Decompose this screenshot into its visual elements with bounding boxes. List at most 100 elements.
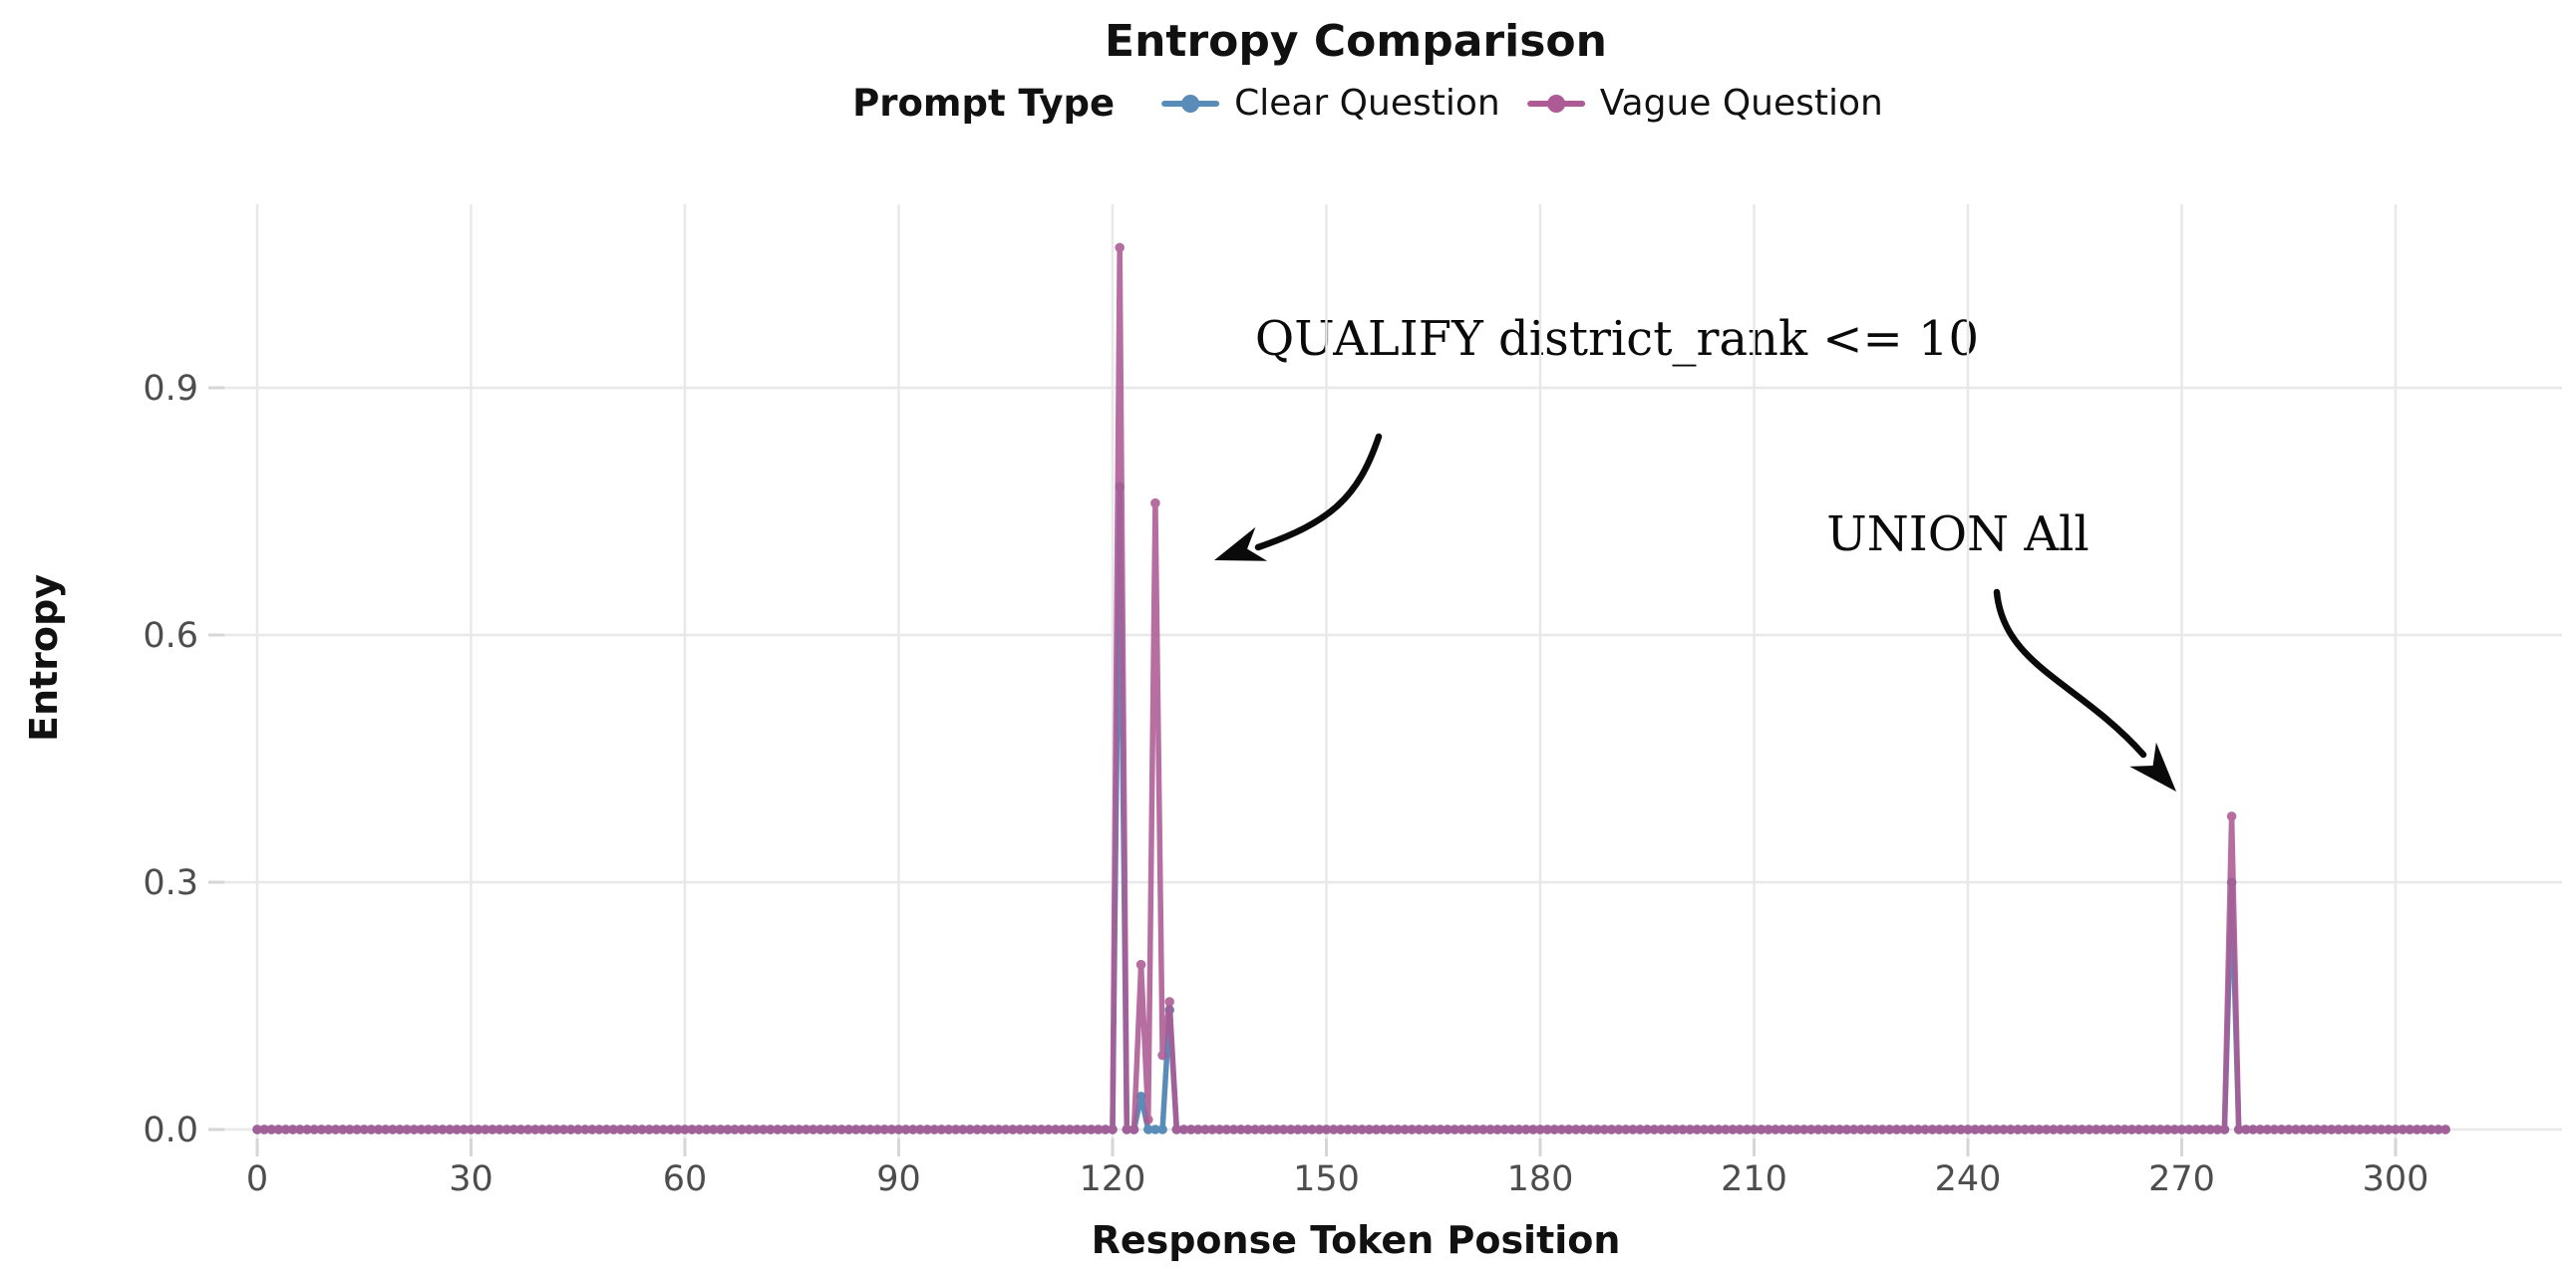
data-point	[295, 1124, 305, 1134]
data-point	[1164, 997, 1174, 1007]
data-point	[501, 1124, 512, 1134]
data-point	[252, 1124, 262, 1134]
data-point	[850, 1124, 861, 1134]
data-point	[302, 1124, 312, 1134]
data-point	[2205, 1124, 2215, 1134]
data-point	[2284, 1124, 2294, 1134]
data-point	[644, 1124, 655, 1134]
data-point	[1421, 1124, 1432, 1134]
annotation-arrow-qualify	[1254, 433, 1383, 551]
data-point	[551, 1124, 562, 1134]
data-point	[1178, 1124, 1189, 1134]
data-point	[2020, 1124, 2030, 1134]
data-point	[2341, 1124, 2351, 1134]
data-point	[1478, 1124, 1488, 1134]
data-point	[1128, 1124, 1139, 1134]
data-point	[1221, 1124, 1232, 1134]
data-point	[402, 1124, 412, 1134]
data-point	[487, 1124, 497, 1134]
data-point	[1685, 1124, 1695, 1134]
data-point	[1941, 1124, 1952, 1134]
data-point	[1135, 1092, 1146, 1102]
data-point	[1115, 242, 1125, 253]
data-point	[1043, 1124, 1054, 1134]
data-point	[2298, 1124, 2308, 1134]
data-point	[459, 1124, 470, 1134]
data-point	[1984, 1124, 1995, 1134]
data-point	[2233, 1124, 2244, 1134]
data-point	[1513, 1124, 1524, 1134]
data-point	[1414, 1124, 1425, 1134]
data-point	[416, 1124, 427, 1134]
data-point	[651, 1124, 662, 1134]
legend-label: Clear Question	[1234, 83, 1500, 124]
data-point	[1029, 1124, 1040, 1134]
data-point	[1407, 1124, 1418, 1134]
data-point	[1542, 1124, 1552, 1134]
data-point	[1264, 1124, 1275, 1134]
data-point	[1834, 1124, 1845, 1134]
data-point	[1635, 1124, 1645, 1134]
data-point	[822, 1124, 832, 1134]
data-point	[1592, 1124, 1602, 1134]
data-point	[1891, 1124, 1902, 1134]
data-point	[316, 1124, 327, 1134]
data-point	[359, 1124, 370, 1134]
data-point	[1714, 1124, 1724, 1134]
data-point	[1906, 1124, 1916, 1134]
data-point	[1499, 1124, 1510, 1134]
data-point	[1443, 1124, 1452, 1134]
data-point	[1364, 1124, 1375, 1134]
data-point	[1101, 1124, 1111, 1134]
data-point	[1856, 1124, 1866, 1134]
data-point	[1008, 1124, 1018, 1134]
data-point	[865, 1124, 875, 1134]
data-point	[1884, 1124, 1895, 1134]
data-point	[2105, 1124, 2115, 1134]
data-point	[373, 1124, 384, 1134]
data-point	[2191, 1124, 2201, 1134]
data-point	[2141, 1124, 2151, 1134]
data-point	[1749, 1124, 1760, 1134]
data-point	[1721, 1124, 1731, 1134]
data-point	[1863, 1124, 1873, 1134]
data-point	[701, 1124, 712, 1134]
data-point	[1841, 1124, 1852, 1134]
data-point	[2276, 1124, 2287, 1134]
data-point	[872, 1124, 882, 1134]
data-point	[1756, 1124, 1767, 1134]
data-point	[623, 1124, 633, 1134]
data-point	[2077, 1124, 2088, 1134]
data-point	[694, 1124, 705, 1134]
data-point	[544, 1124, 554, 1134]
data-point	[972, 1124, 982, 1134]
data-point	[352, 1124, 362, 1134]
data-point	[2169, 1124, 2180, 1134]
data-point	[2241, 1124, 2251, 1134]
data-point	[858, 1124, 868, 1134]
data-point	[2348, 1124, 2358, 1134]
data-point	[438, 1124, 448, 1134]
data-point	[915, 1124, 925, 1134]
data-point	[1350, 1124, 1360, 1134]
x-axis-title: Response Token Position	[1091, 1218, 1621, 1262]
y-tick-label: 0.6	[143, 616, 198, 656]
data-point	[1250, 1124, 1260, 1134]
data-point	[1371, 1124, 1382, 1134]
data-point	[409, 1124, 420, 1134]
data-point	[2369, 1124, 2380, 1134]
data-point	[2384, 1124, 2394, 1134]
y-tick-label: 0.3	[143, 863, 198, 903]
data-point	[1185, 1124, 1196, 1134]
data-point	[1671, 1124, 1681, 1134]
line-dot-marker-icon	[1526, 94, 1585, 113]
data-point	[1065, 1124, 1075, 1134]
data-point	[766, 1124, 776, 1134]
x-tick-label: 240	[1935, 1159, 2002, 1199]
data-point	[1934, 1124, 1945, 1134]
data-point	[1051, 1124, 1061, 1134]
data-point	[587, 1124, 597, 1134]
data-point	[1200, 1124, 1210, 1134]
data-point	[979, 1124, 990, 1134]
